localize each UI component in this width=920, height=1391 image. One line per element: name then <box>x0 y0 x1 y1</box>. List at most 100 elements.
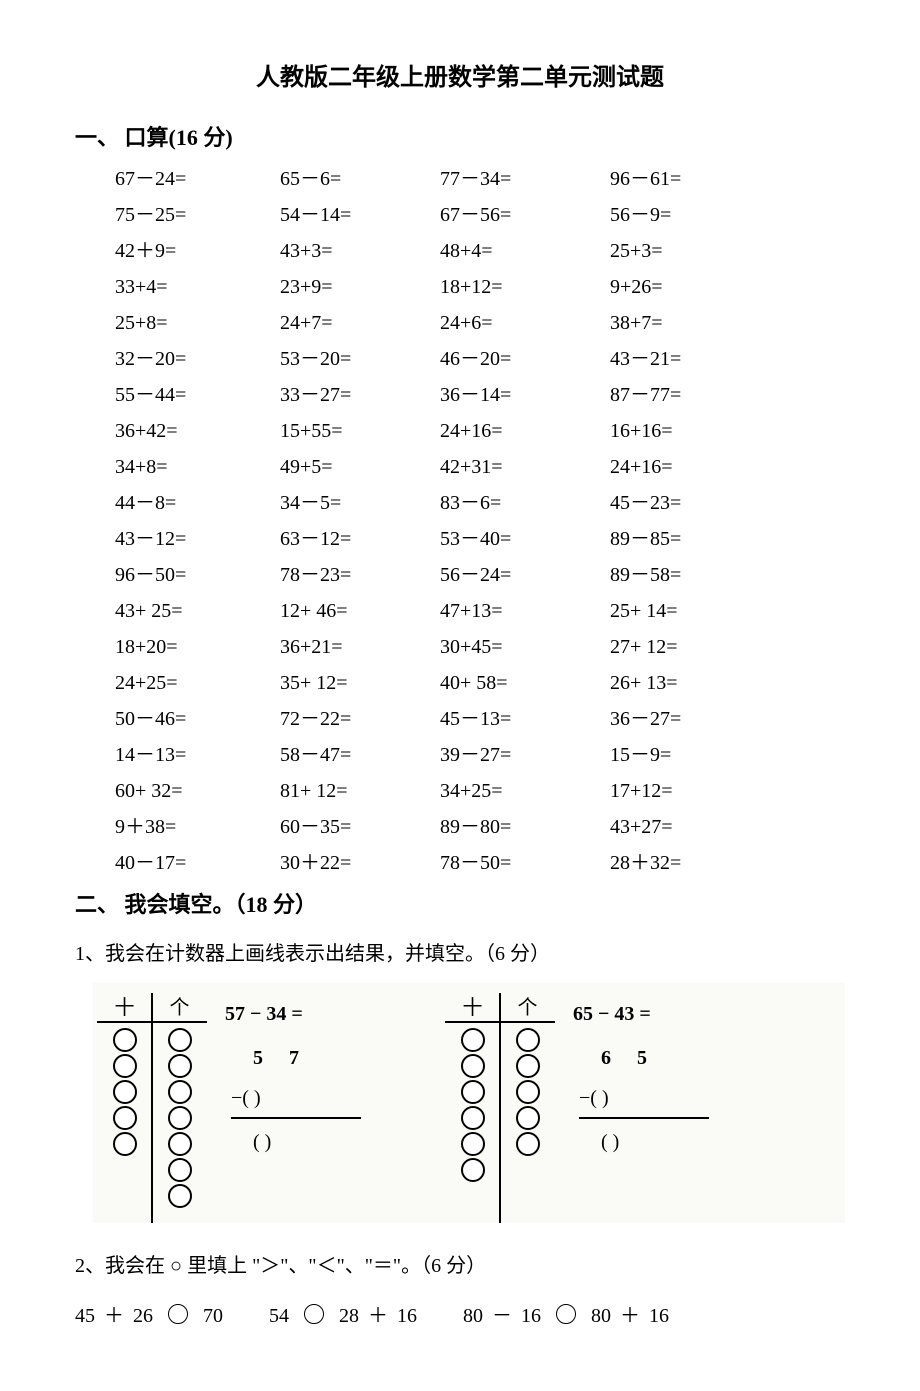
cmp1-left: 45 ＋ 26 <box>75 1305 153 1327</box>
ones-label: 个 <box>152 993 207 1021</box>
math-cell: 78－50= <box>440 848 610 878</box>
math-cell: 48+4= <box>440 236 610 266</box>
digit-tens: 6 <box>601 1047 637 1069</box>
math-cell: 67－24= <box>115 164 280 194</box>
equation: 65 − 43 = <box>573 999 733 1029</box>
q1-text: 1、我会在计数器上画线表示出结果，并填空。（6 分） <box>75 939 845 969</box>
math-cell: 25+3= <box>610 236 780 266</box>
bead-icon <box>461 1054 485 1078</box>
abacus-divider <box>499 993 501 1223</box>
math-cell: 89－85= <box>610 524 780 554</box>
subtrahend-blank[interactable]: −( ) <box>225 1083 385 1113</box>
math-cell: 46－20= <box>440 344 610 374</box>
bead-icon <box>516 1080 540 1104</box>
math-cell: 40－17= <box>115 848 280 878</box>
math-cell: 35+ 12= <box>280 668 440 698</box>
tens-label: 十 <box>97 993 152 1021</box>
bead-icon <box>168 1106 192 1130</box>
math-cell: 45－23= <box>610 488 780 518</box>
abacus-right: 十 个 <box>445 993 555 1223</box>
bead-icon <box>168 1158 192 1182</box>
math-cell: 43－21= <box>610 344 780 374</box>
cmp3-left: 80 － 16 <box>463 1305 541 1327</box>
math-cell: 60+ 32= <box>115 776 280 806</box>
compare-circle[interactable] <box>304 1304 324 1324</box>
math-cell: 96－50= <box>115 560 280 590</box>
math-cell: 56－9= <box>610 200 780 230</box>
math-cell: 14－13= <box>115 740 280 770</box>
bead-icon <box>461 1158 485 1182</box>
math-cell: 12+ 46= <box>280 596 440 626</box>
ones-column <box>152 1023 207 1223</box>
math-cell: 67－56= <box>440 200 610 230</box>
math-cell: 45－13= <box>440 704 610 734</box>
tens-label: 十 <box>445 993 500 1021</box>
bead-icon <box>168 1184 192 1208</box>
bead-icon <box>168 1080 192 1104</box>
result-blank[interactable]: ( ) <box>225 1127 385 1157</box>
math-cell: 49+5= <box>280 452 440 482</box>
calc-left: 57 − 34 = 57 −( ) ( ) <box>225 993 385 1157</box>
calc-right: 65 − 43 = 65 −( ) ( ) <box>573 993 733 1157</box>
math-cell: 96－61= <box>610 164 780 194</box>
cmp2-left: 54 <box>269 1305 289 1327</box>
math-cell: 44－8= <box>115 488 280 518</box>
bead-icon <box>113 1028 137 1052</box>
bead-icon <box>461 1028 485 1052</box>
math-cell: 65－6= <box>280 164 440 194</box>
math-cell: 72－22= <box>280 704 440 734</box>
math-cell: 43+3= <box>280 236 440 266</box>
math-cell: 33－27= <box>280 380 440 410</box>
math-cell: 24+7= <box>280 308 440 338</box>
result-blank[interactable]: ( ) <box>573 1127 733 1157</box>
mental-math-grid: 67－24=65－6=77－34=96－61=75－25=54－14=67－56… <box>115 164 845 878</box>
bead-icon <box>461 1106 485 1130</box>
q2-text: 2、我会在 ○ 里填上 "＞"、"＜"、"＝"。（6 分） <box>75 1251 845 1281</box>
math-cell: 89－58= <box>610 560 780 590</box>
bead-icon <box>516 1028 540 1052</box>
math-cell: 24+16= <box>610 452 780 482</box>
math-cell: 32－20= <box>115 344 280 374</box>
bead-icon <box>113 1132 137 1156</box>
math-cell: 15+55= <box>280 416 440 446</box>
math-cell: 47+13= <box>440 596 610 626</box>
tens-column <box>97 1023 152 1223</box>
bead-icon <box>113 1054 137 1078</box>
math-cell: 53－20= <box>280 344 440 374</box>
math-cell: 9＋38= <box>115 812 280 842</box>
top-digits: 57 <box>225 1043 385 1073</box>
abacus-row: 十 个 57 − 34 = 57 −( ) ( ) 十 个 <box>93 983 845 1223</box>
abacus-divider <box>151 993 153 1223</box>
bead-icon <box>461 1080 485 1104</box>
math-cell: 38+7= <box>610 308 780 338</box>
math-cell: 28＋32= <box>610 848 780 878</box>
math-cell: 75－25= <box>115 200 280 230</box>
compare-circle[interactable] <box>168 1304 188 1324</box>
bead-icon <box>113 1080 137 1104</box>
math-cell: 87－77= <box>610 380 780 410</box>
abacus-left: 十 个 <box>97 993 207 1223</box>
section1-heading: 一、 口算(16 分) <box>75 121 845 154</box>
math-cell: 81+ 12= <box>280 776 440 806</box>
math-cell: 42+31= <box>440 452 610 482</box>
cmp3-right: 80 ＋ 16 <box>591 1305 669 1327</box>
math-cell: 89－80= <box>440 812 610 842</box>
math-cell: 60－35= <box>280 812 440 842</box>
math-cell: 36+42= <box>115 416 280 446</box>
bead-icon <box>168 1054 192 1078</box>
abacus-block-left: 十 个 57 − 34 = 57 −( ) ( ) <box>97 993 385 1223</box>
bead-icon <box>168 1028 192 1052</box>
math-cell: 36+21= <box>280 632 440 662</box>
abacus-block-right: 十 个 65 − 43 = 65 −( ) ( ) <box>445 993 733 1223</box>
math-cell: 43+27= <box>610 812 780 842</box>
page-title: 人教版二年级上册数学第二单元测试题 <box>75 60 845 96</box>
subtrahend-blank[interactable]: −( ) <box>573 1083 733 1113</box>
math-cell: 34+25= <box>440 776 610 806</box>
top-digits: 65 <box>573 1043 733 1073</box>
compare-circle[interactable] <box>556 1304 576 1324</box>
math-cell: 23+9= <box>280 272 440 302</box>
math-cell: 40+ 58= <box>440 668 610 698</box>
math-cell: 34+8= <box>115 452 280 482</box>
math-cell: 54－14= <box>280 200 440 230</box>
math-cell: 55－44= <box>115 380 280 410</box>
